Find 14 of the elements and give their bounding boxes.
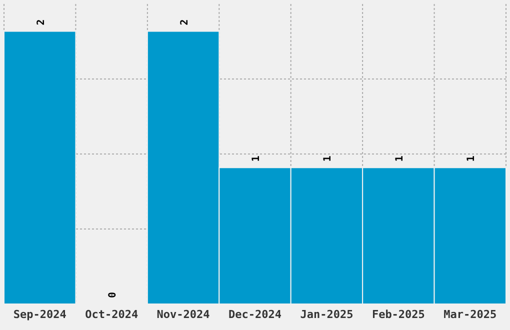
data-label: 2 <box>179 19 190 26</box>
data-label: 1 <box>394 156 406 162</box>
x-tick-label: Feb-2025 <box>372 308 425 321</box>
x-tick-label: Jan-2025 <box>300 308 354 321</box>
data-label: 0 <box>108 292 119 298</box>
x-tick-label: Mar-2025 <box>444 308 497 321</box>
data-label: 1 <box>466 156 478 162</box>
data-label: 1 <box>251 156 262 162</box>
x-tick-label: Dec-2024 <box>228 308 282 321</box>
x-tick-label: Oct-2024 <box>85 308 138 321</box>
x-tick-label: Sep-2024 <box>13 308 67 321</box>
data-label: 1 <box>322 156 334 162</box>
data-label: 2 <box>36 19 47 26</box>
x-tick-label: Nov-2024 <box>156 308 210 321</box>
